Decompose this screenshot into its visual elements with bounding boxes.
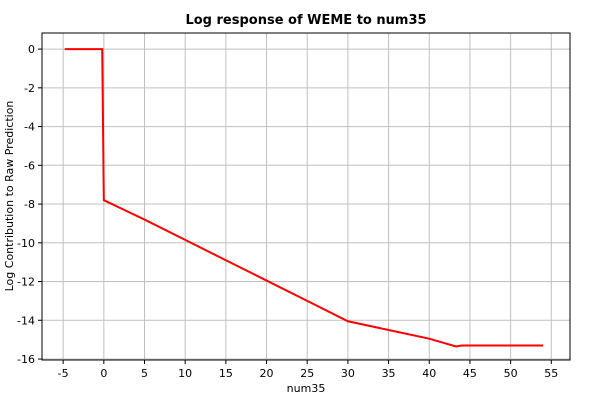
x-tick-label: 30	[341, 367, 355, 380]
y-tick-label: -10	[17, 237, 35, 250]
x-tick-label: 15	[219, 367, 233, 380]
x-tick-label: 10	[178, 367, 192, 380]
y-tick-label: -12	[17, 276, 35, 289]
x-tick-label: 5	[141, 367, 148, 380]
x-tick-label: 35	[382, 367, 396, 380]
y-tick-label: -16	[17, 353, 35, 366]
x-tick-label: 45	[463, 367, 477, 380]
y-tick-label: -8	[24, 198, 35, 211]
x-tick-label: 50	[504, 367, 518, 380]
x-axis-label: num35	[287, 382, 326, 395]
x-tick-label: 55	[544, 367, 558, 380]
y-tick-label: -14	[17, 314, 35, 327]
x-tick-label: -5	[58, 367, 69, 380]
chart-title: Log response of WEME to num35	[185, 13, 426, 28]
plot-frame	[41, 32, 571, 361]
x-tick-label: 25	[300, 367, 314, 380]
y-tick-label: 0	[28, 43, 35, 56]
data-line	[64, 48, 544, 348]
x-tick-label: 20	[260, 367, 274, 380]
y-axis-label: Log Contribution to Raw Prediction	[3, 101, 16, 292]
x-tick-label: 0	[100, 367, 107, 380]
x-tick-label: 40	[422, 367, 436, 380]
y-tick-label: -4	[24, 121, 35, 134]
plot-area: -5 0 5 10 15 20 25 30 35 40 45 50 55 -16 -14 -12 -10 -8 -6…	[17, 32, 571, 380]
y-tick-label: -6	[24, 159, 35, 172]
y-tick-label: -2	[24, 82, 35, 95]
